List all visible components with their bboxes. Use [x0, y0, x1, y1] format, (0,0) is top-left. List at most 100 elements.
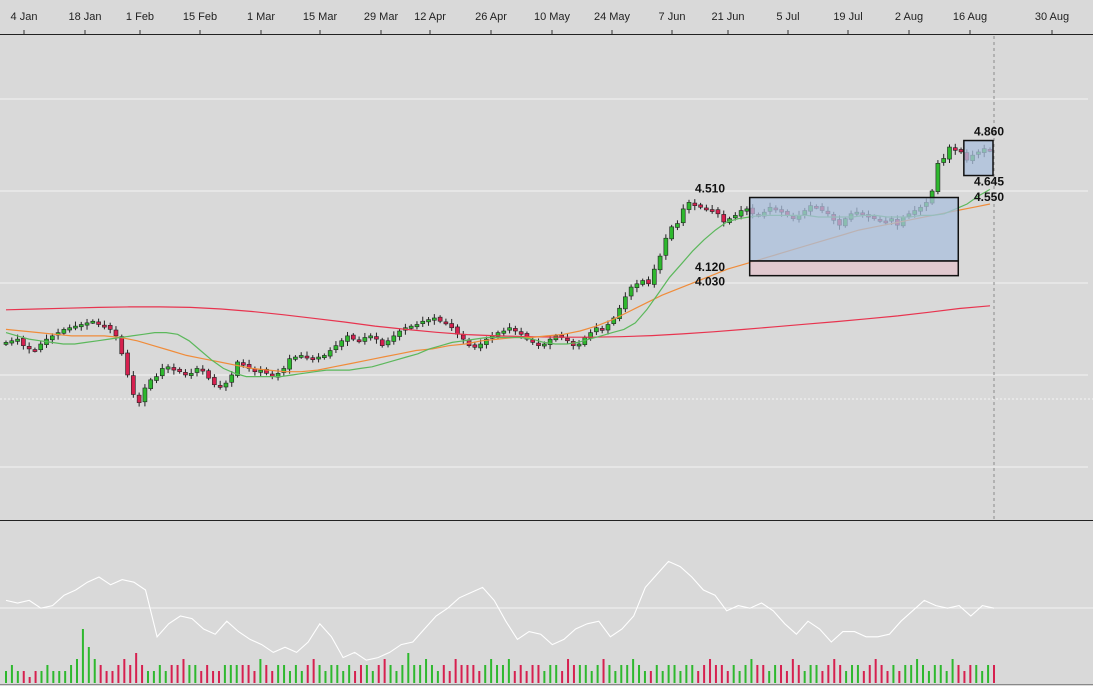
candle-body	[264, 368, 269, 374]
volume-bar	[117, 665, 120, 683]
candle-body	[84, 322, 90, 326]
candle-body	[67, 327, 72, 331]
volume-bar	[892, 665, 895, 683]
candle-body	[21, 338, 26, 346]
candle-body	[339, 340, 345, 347]
volume-bar	[336, 665, 339, 683]
volume-bar	[744, 665, 747, 683]
candle-body	[472, 344, 478, 348]
volume-bar	[312, 659, 315, 683]
candle-body	[599, 328, 605, 331]
volume-bar	[300, 671, 303, 683]
candle-body	[107, 325, 113, 330]
candle-body	[547, 338, 553, 345]
volume-bar	[5, 671, 7, 683]
volume-bar	[981, 671, 984, 683]
volume-bar	[667, 665, 670, 683]
candle-body	[131, 375, 136, 395]
volume-bar	[809, 665, 812, 683]
candle-body	[565, 337, 570, 342]
candle-body	[212, 377, 217, 386]
candle-body	[657, 255, 663, 271]
volume-bar	[294, 665, 297, 683]
candle-body	[640, 280, 646, 285]
volume-bar	[567, 659, 570, 683]
candle-body	[374, 336, 379, 340]
volume-bar	[513, 671, 516, 683]
date-label: 10 May	[534, 11, 571, 23]
volume-bar	[176, 665, 179, 683]
volume-bar	[478, 671, 481, 683]
volume-bar	[531, 665, 534, 683]
candle-body	[484, 338, 489, 345]
volume-bar	[874, 659, 877, 683]
candle-body	[177, 368, 182, 372]
volume-bar	[620, 665, 623, 683]
volume-bar	[93, 659, 96, 683]
volume-bar	[407, 653, 410, 683]
date-label: 15 Feb	[183, 11, 217, 23]
volume-bar	[561, 671, 564, 683]
volume-bar	[484, 665, 487, 683]
volume-bar	[70, 665, 73, 683]
candle-body	[553, 335, 559, 341]
volume-bar	[851, 665, 854, 683]
candle-body	[252, 368, 258, 372]
volume-bar	[549, 665, 552, 683]
candle-body	[680, 208, 686, 224]
volume-bar	[146, 671, 149, 683]
date-label: 1 Feb	[126, 11, 154, 23]
candle-body	[952, 147, 958, 151]
volume-bar	[673, 665, 676, 683]
volume-bar	[330, 665, 333, 683]
date-label: 26 Apr	[475, 11, 507, 23]
volume-bar	[578, 665, 581, 683]
volume-bar	[957, 665, 960, 683]
candle-body	[293, 356, 298, 360]
candle-body	[941, 158, 946, 163]
volume-bar	[833, 659, 836, 683]
volume-bar	[277, 665, 280, 683]
volume-bar	[152, 671, 155, 683]
volume-bar	[318, 665, 321, 683]
candle-body	[9, 340, 15, 344]
volume-bar	[738, 671, 741, 683]
volume-bar	[898, 671, 901, 683]
candle-body	[235, 361, 240, 376]
volume-bar	[750, 659, 753, 683]
candle-body	[15, 338, 20, 342]
candle-body	[171, 367, 177, 371]
volume-bar	[129, 665, 132, 683]
candle-body	[542, 343, 547, 347]
volume-bar	[141, 665, 144, 683]
volume-bar	[555, 665, 558, 683]
candle-body	[594, 327, 599, 333]
volume-bar	[797, 665, 800, 683]
volume-bar	[454, 659, 457, 683]
date-label: 18 Jan	[68, 11, 101, 23]
volume-bar	[64, 671, 67, 683]
date-label: 15 Mar	[303, 11, 338, 23]
volume-bar	[507, 659, 510, 683]
candle-body	[194, 368, 200, 373]
candle-body	[495, 332, 501, 337]
candle-body	[634, 283, 640, 288]
volume-bar	[81, 629, 84, 683]
candle-body	[611, 317, 617, 324]
volume-bar	[697, 671, 700, 683]
candle-body	[443, 321, 449, 325]
candle-body	[605, 324, 611, 331]
volume-group	[5, 629, 995, 683]
volume-bar	[413, 665, 416, 683]
candle-body	[113, 329, 119, 337]
volume-bar	[22, 671, 25, 683]
candle-body	[206, 370, 211, 379]
candle-body	[379, 339, 385, 346]
candle-body	[327, 350, 333, 357]
date-label: 29 Mar	[364, 11, 399, 23]
volume-bar	[537, 665, 540, 683]
candle-body	[200, 368, 206, 372]
volume-bar	[123, 659, 126, 683]
volume-bar	[371, 671, 374, 683]
